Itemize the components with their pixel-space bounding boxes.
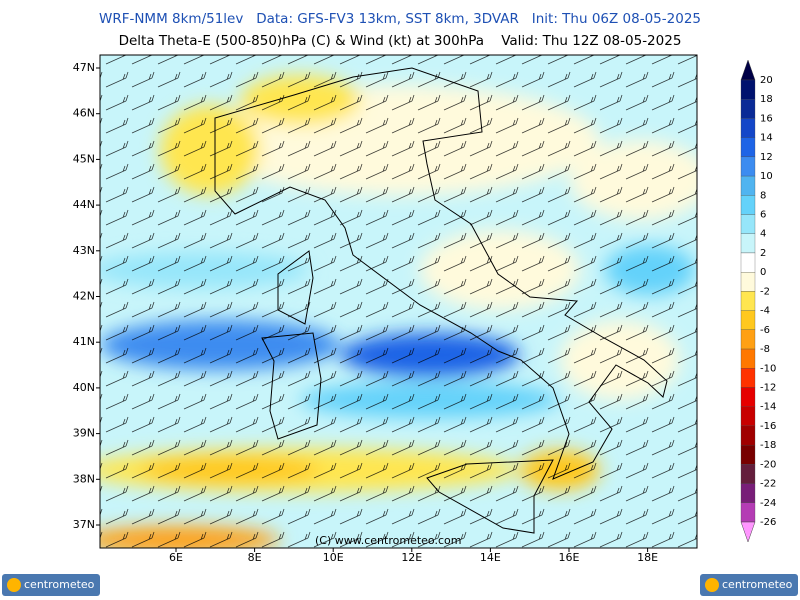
colorbar-segment <box>740 118 756 138</box>
colorbar-segment <box>740 214 756 234</box>
colorbar-segment <box>740 137 756 158</box>
colorbar-segment <box>740 252 756 273</box>
map-field <box>100 55 697 548</box>
colorbar-label: -20 <box>760 459 776 470</box>
colorbar-arrow-top <box>740 59 756 81</box>
colorbar-segment <box>740 368 756 388</box>
lon-label: 10E <box>323 551 344 564</box>
colorbar-label: -16 <box>760 421 776 432</box>
colorbar: 20181614121086420-2-4-6-8-10-12-14-16-18… <box>740 59 776 543</box>
colorbar-label: 14 <box>760 133 773 144</box>
lat-label: 47N <box>73 61 95 74</box>
logo-text: centrometeo <box>24 578 95 591</box>
map-frame <box>99 54 698 549</box>
colorbar-label: -10 <box>760 363 776 374</box>
colorbar-label: 20 <box>760 75 773 86</box>
colorbar-segment <box>740 156 756 177</box>
lat-label: 37N <box>73 518 95 531</box>
colorbar-label: -6 <box>760 325 770 336</box>
credit: (C) www.centrometeo.com <box>315 534 461 547</box>
colorbar-label: 6 <box>760 210 766 221</box>
colorbar-segment <box>740 310 756 330</box>
colorbar-segment <box>740 464 756 484</box>
colorbar-label: -22 <box>760 479 776 490</box>
title: WRF-NMM 8km/51lev Data: GFS-FV3 13km, SS… <box>99 11 701 27</box>
colorbar-label: 16 <box>760 113 773 124</box>
colorbar-label: -24 <box>760 498 776 509</box>
lat-label: 45N <box>73 152 95 165</box>
colorbar-segment <box>740 406 756 427</box>
subtitle: Delta Theta-E (500-850)hPa (C) & Wind (k… <box>119 33 682 49</box>
lat-label: 43N <box>73 244 95 257</box>
colorbar-label: -8 <box>760 344 770 355</box>
colorbar-segment <box>740 79 756 100</box>
colorbar-label: 10 <box>760 171 773 182</box>
colorbar-segment <box>740 444 756 465</box>
lat-label: 38N <box>73 472 95 485</box>
logo-left: centrometeo <box>2 574 100 596</box>
lon-label: 8E <box>248 551 262 564</box>
colorbar-label: -26 <box>760 517 776 528</box>
colorbar-label: 12 <box>760 152 773 163</box>
lon-label: 18E <box>637 551 658 564</box>
colorbar-segment <box>740 329 756 350</box>
colorbar-label: 8 <box>760 190 766 201</box>
colorbar-label: 18 <box>760 94 773 105</box>
lat-label: 42N <box>73 290 95 303</box>
colorbar-segment <box>740 99 756 119</box>
colorbar-label: -4 <box>760 306 770 317</box>
colorbar-segment <box>740 195 756 215</box>
colorbar-label: 2 <box>760 248 766 259</box>
logo-text: centrometeo <box>722 578 793 591</box>
colorbar-segment <box>740 483 756 503</box>
colorbar-arrow-bottom <box>740 521 756 543</box>
lon-label: 14E <box>480 551 501 564</box>
colorbar-label: 0 <box>760 267 766 278</box>
lon-label: 12E <box>401 551 422 564</box>
lat-label: 40N <box>73 381 95 394</box>
colorbar-label: -12 <box>760 382 776 393</box>
lat-label: 41N <box>73 335 95 348</box>
colorbar-segment <box>740 425 756 446</box>
lat-label: 46N <box>73 107 95 120</box>
colorbar-segment <box>740 233 756 254</box>
lon-label: 16E <box>559 551 580 564</box>
colorbar-segment <box>740 272 756 292</box>
lat-label: 39N <box>73 427 95 440</box>
colorbar-label: -14 <box>760 402 776 413</box>
lon-label: 6E <box>169 551 183 564</box>
colorbar-segment <box>740 387 756 407</box>
colorbar-segment <box>740 348 756 369</box>
colorbar-label: -18 <box>760 440 776 451</box>
colorbar-label: 4 <box>760 229 766 240</box>
colorbar-segment <box>740 291 756 311</box>
lat-label: 44N <box>73 198 95 211</box>
colorbar-segment <box>740 175 756 196</box>
colorbar-segment <box>740 502 756 523</box>
colorbar-label: -2 <box>760 286 770 297</box>
axis-labels: 47N 46N 45N 44N 43N 42N 41N 40N 39N 38N 37N 6E 8E 10E… <box>73 61 658 564</box>
logo-right: centrometeo <box>700 574 798 596</box>
